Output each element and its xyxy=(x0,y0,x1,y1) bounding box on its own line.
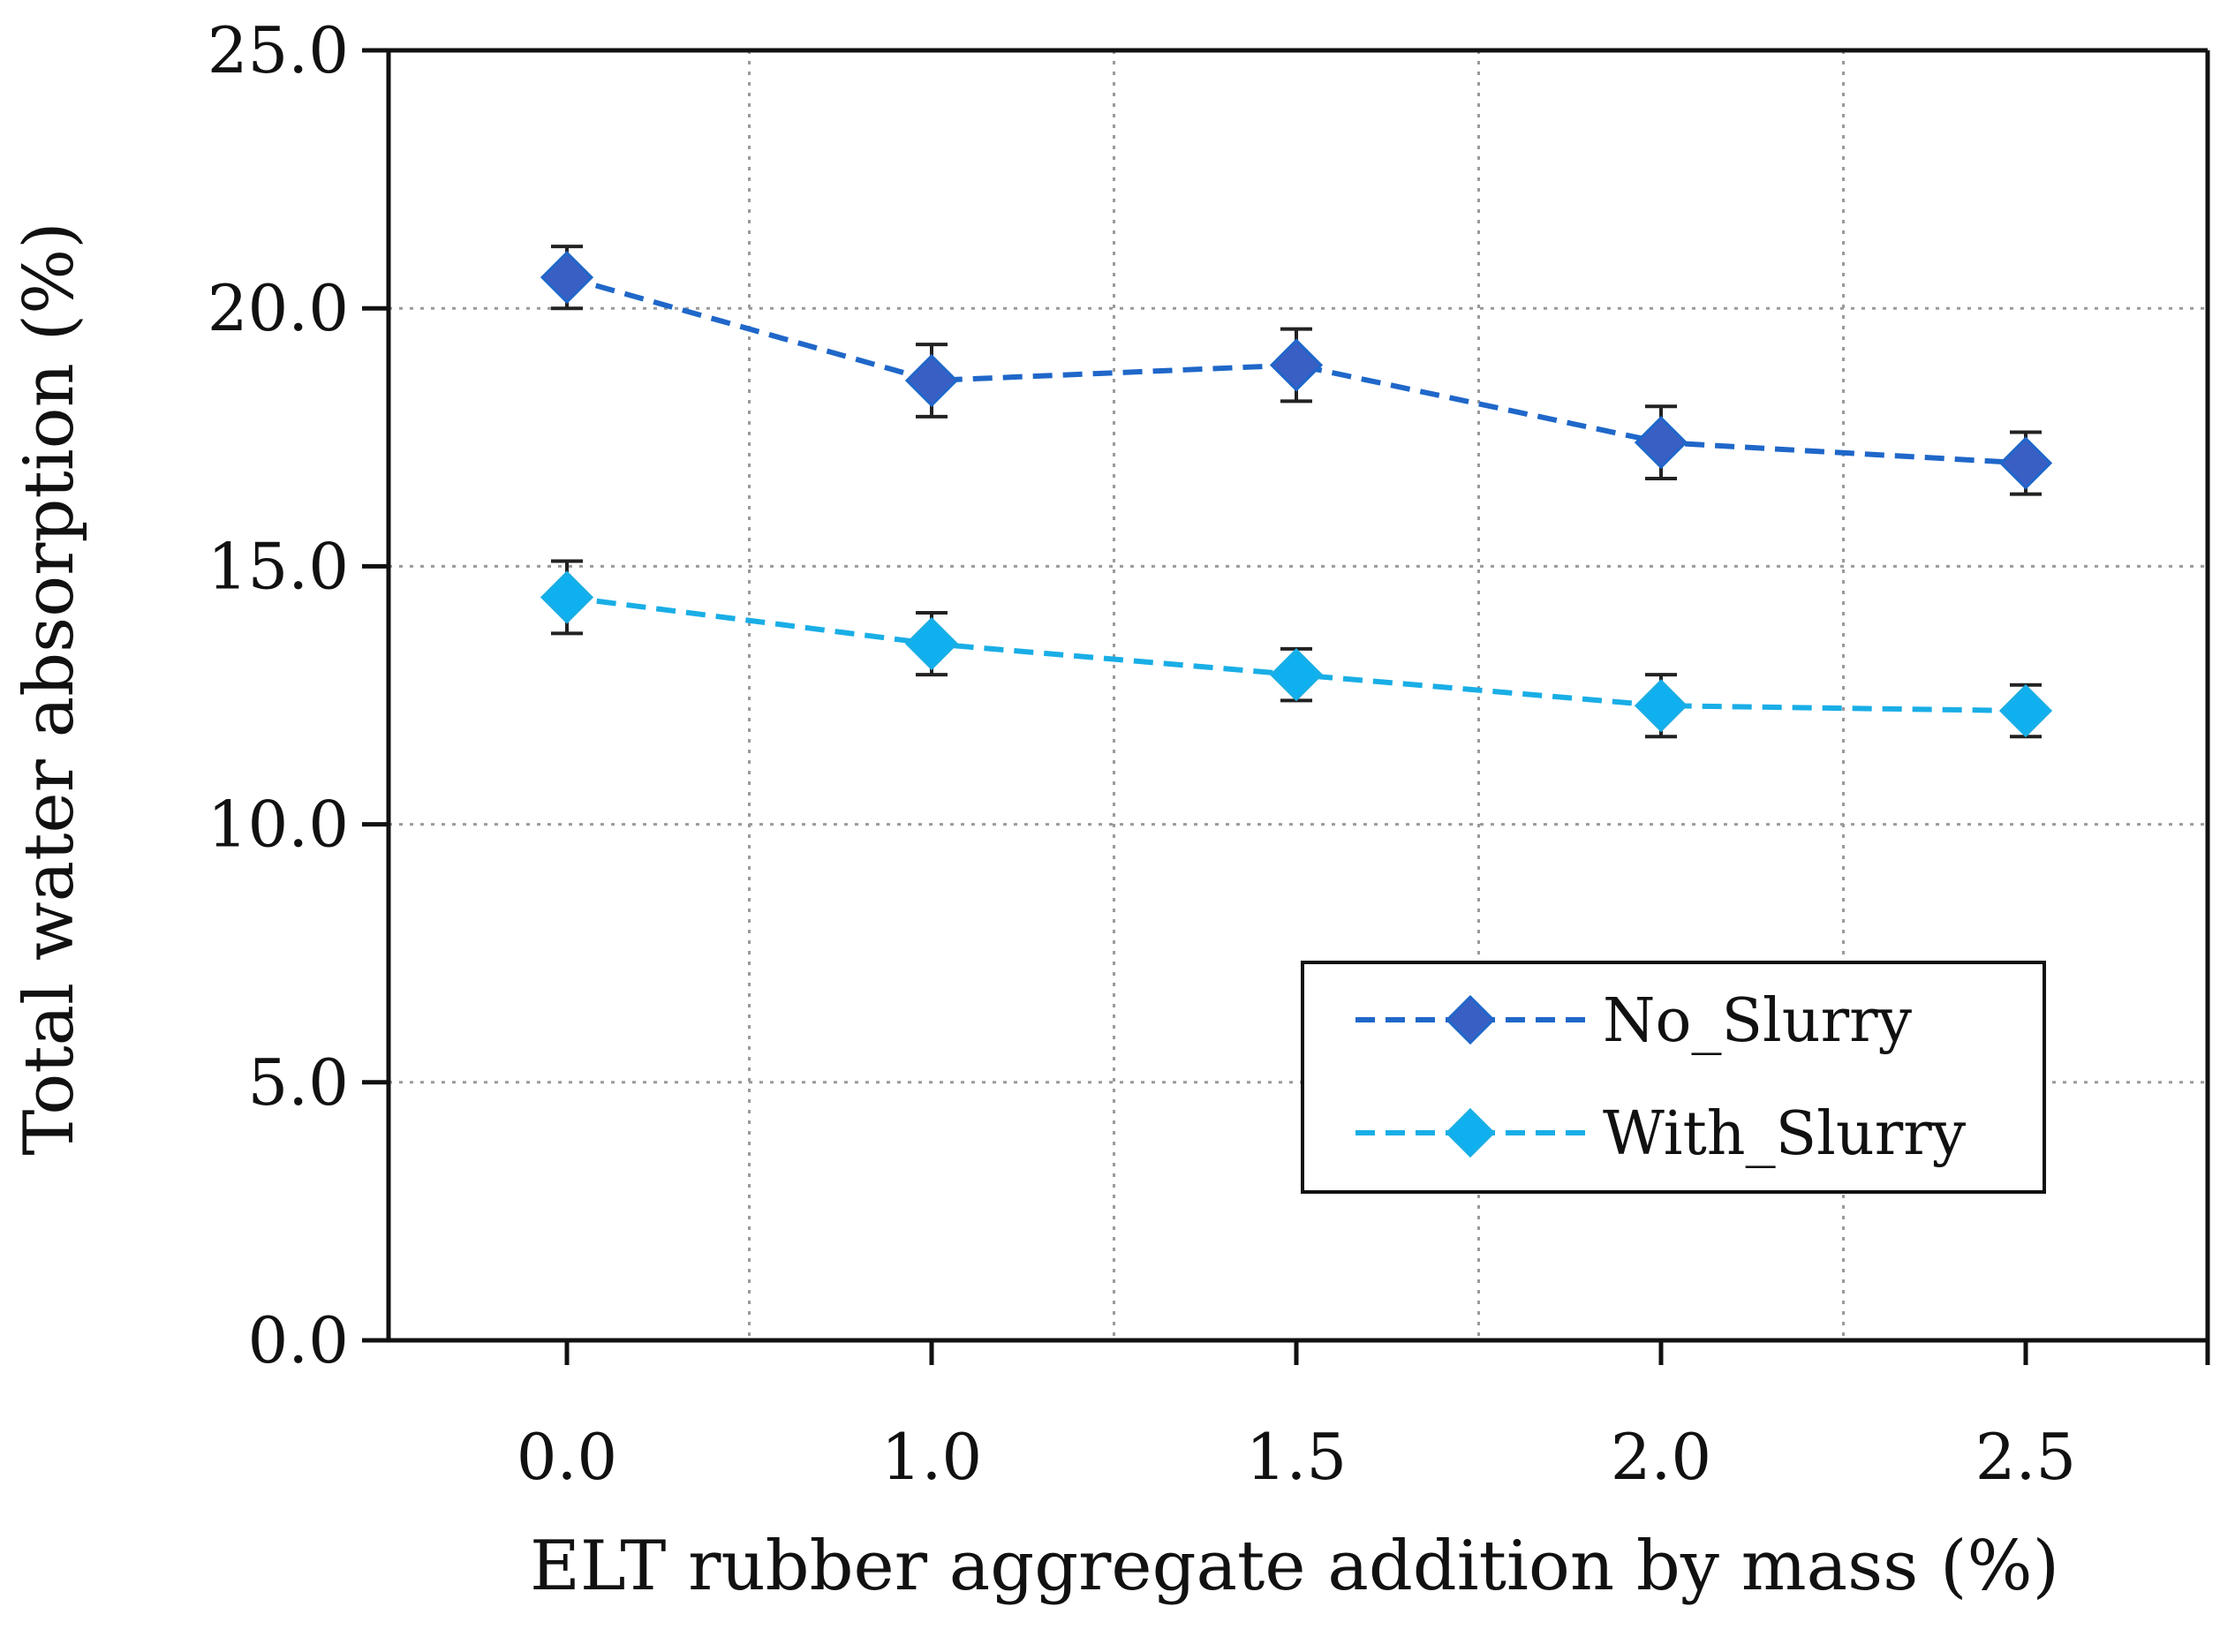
y-tick-label: 20.0 xyxy=(208,271,349,345)
tick-labels: 0.0 5.0 10.0 15.0 20.0 25.0 0.0 1.0 1.5 2.0 2.5 xyxy=(208,13,2077,1494)
y-tick-label: 5.0 xyxy=(247,1045,349,1120)
x-tick-label: 2.5 xyxy=(1975,1420,2077,1494)
data-point xyxy=(904,353,959,408)
data-point xyxy=(1634,679,1688,733)
y-axis-title: Total water absorption (%) xyxy=(10,222,89,1155)
data-point xyxy=(1998,683,2053,738)
legend: No_Slurry With_Slurry xyxy=(1301,961,2046,1194)
legend-marker xyxy=(1445,994,1496,1045)
data-point xyxy=(540,570,594,624)
data-point xyxy=(1634,416,1688,470)
data-point xyxy=(1269,338,1324,392)
axes xyxy=(362,48,2210,1365)
legend-marker xyxy=(1445,1107,1496,1158)
legend-item-no-slurry: No_Slurry xyxy=(1355,986,1913,1056)
series-line xyxy=(566,275,2027,466)
y-tick-label: 10.0 xyxy=(208,788,349,862)
data-point xyxy=(1998,436,2053,490)
legend-box xyxy=(1301,961,2046,1194)
legend-label: No_Slurry xyxy=(1603,986,1913,1056)
series-no-slurry xyxy=(540,245,2053,496)
y-tick-label: 25.0 xyxy=(208,13,349,87)
x-tick-label: 2.0 xyxy=(1611,1420,1712,1494)
data-point xyxy=(904,616,959,671)
series-layer xyxy=(540,245,2053,739)
x-tick-label: 1.0 xyxy=(881,1420,983,1494)
series-with-slurry xyxy=(540,559,2053,739)
data-point xyxy=(1269,648,1324,702)
y-tick-label: 0.0 xyxy=(247,1303,349,1377)
data-point xyxy=(540,251,594,305)
x-tick-label: 0.0 xyxy=(517,1420,618,1494)
legend-item-with-slurry: With_Slurry xyxy=(1355,1099,1967,1169)
x-axis-title: ELT rubber aggregate addition by mass (%… xyxy=(530,1527,2059,1606)
legend-label: With_Slurry xyxy=(1603,1099,1967,1169)
x-tick-label: 1.5 xyxy=(1246,1420,1348,1494)
y-tick-label: 15.0 xyxy=(208,529,349,603)
